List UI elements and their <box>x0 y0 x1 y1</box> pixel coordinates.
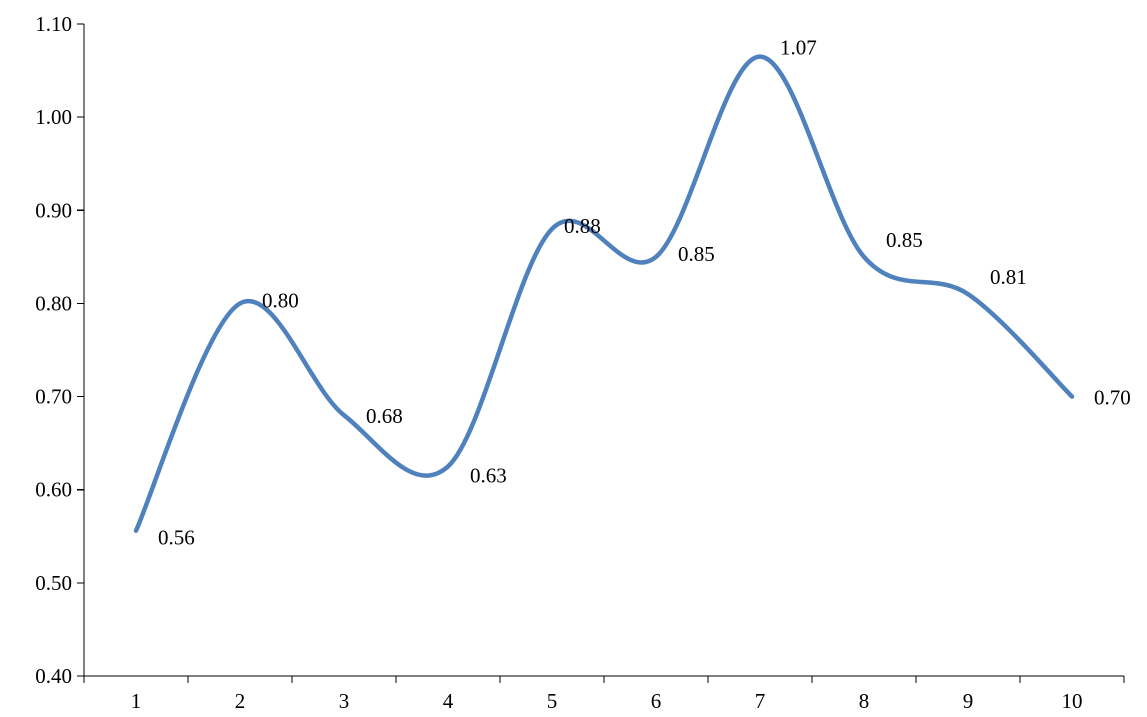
data-labels: 0.56 0.80 0.68 0.63 0.88 0.85 1.07 0.85 0.81 0.70 <box>158 36 1131 550</box>
data-label: 1.07 <box>780 36 817 60</box>
x-tick-label: 10 <box>1062 689 1083 713</box>
data-label: 0.56 <box>158 526 195 550</box>
x-tick-label: 5 <box>547 689 558 713</box>
y-axis-ticks: 0.40 0.50 0.60 0.70 0.80 0.90 1.00 1.10 <box>35 12 84 688</box>
x-tick-label: 3 <box>339 689 350 713</box>
data-point <box>966 292 970 297</box>
data-label: 0.85 <box>886 228 923 252</box>
y-tick-label: 0.80 <box>35 291 72 315</box>
y-tick-label: 1.10 <box>35 12 72 36</box>
y-tick-label: 0.40 <box>35 664 72 688</box>
series-layer <box>133 54 1075 533</box>
y-tick-label: 0.50 <box>35 571 72 595</box>
data-point <box>862 254 866 259</box>
y-tick-label: 0.70 <box>35 385 72 409</box>
data-label: 0.85 <box>678 242 715 266</box>
data-label: 0.88 <box>564 214 601 238</box>
data-point <box>342 413 346 418</box>
y-tick-label: 1.00 <box>35 105 72 129</box>
data-point <box>238 301 242 306</box>
data-point <box>654 254 658 259</box>
data-label: 0.68 <box>366 404 403 428</box>
x-tick-label: 8 <box>859 689 870 713</box>
data-point <box>1070 394 1074 399</box>
x-tick-label: 1 <box>131 689 142 713</box>
data-label: 0.63 <box>470 463 507 487</box>
y-tick-label: 0.90 <box>35 198 72 222</box>
data-label: 0.80 <box>262 288 299 312</box>
x-tick-label: 4 <box>443 689 454 713</box>
data-point <box>446 464 450 469</box>
x-tick-label: 2 <box>235 689 246 713</box>
x-tick-label: 9 <box>963 689 974 713</box>
data-point <box>550 226 554 231</box>
data-point <box>134 528 138 533</box>
x-tick-label: 6 <box>651 689 662 713</box>
data-label: 0.70 <box>1094 386 1131 410</box>
data-point <box>758 54 762 59</box>
y-tick-label: 0.60 <box>35 478 72 502</box>
data-label: 0.81 <box>990 265 1027 289</box>
x-axis-ticks: 1 2 3 4 5 6 7 8 9 10 <box>83 676 1125 713</box>
x-tick-label: 7 <box>755 689 766 713</box>
series-line <box>133 54 1075 533</box>
